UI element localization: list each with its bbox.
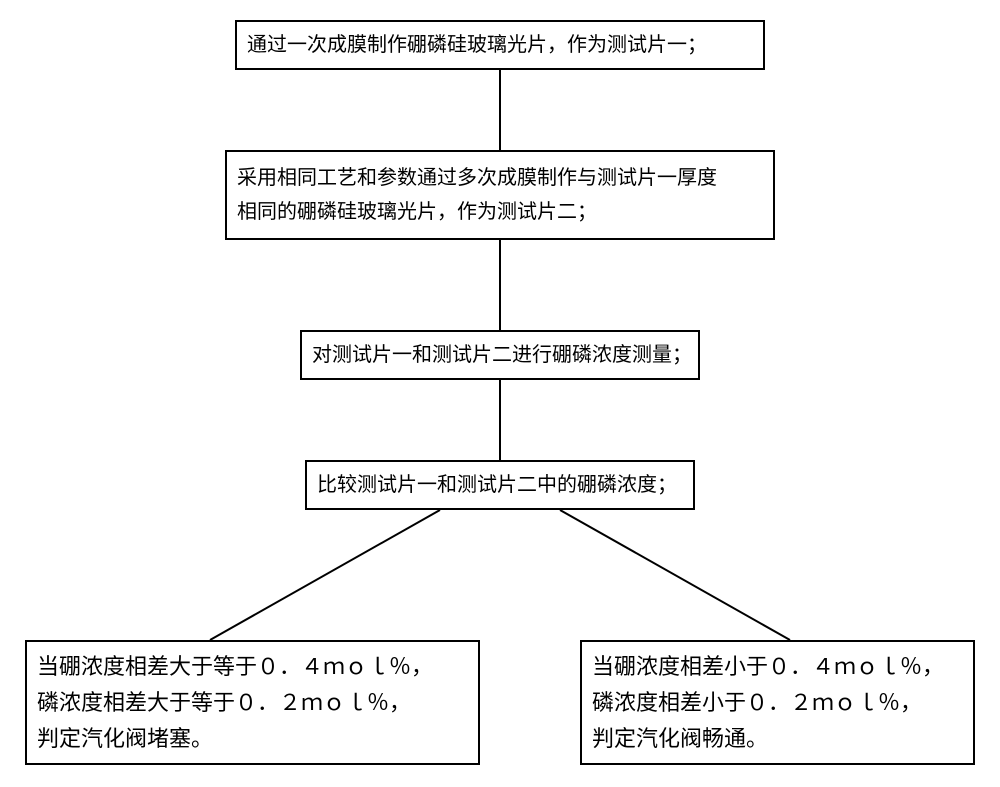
flow-node-step3: 对测试片一和测试片二进行硼磷浓度测量； — [300, 330, 700, 380]
flow-node-resultBlocked-line: 磷浓度相差大于等于０．２ｍｏｌ％， — [37, 685, 468, 721]
flow-node-step4: 比较测试片一和测试片二中的硼磷浓度； — [305, 460, 695, 510]
flow-node-resultClear-line: 判定汽化阀畅通。 — [592, 721, 963, 757]
flow-node-resultBlocked-line: 判定汽化阀堵塞。 — [37, 721, 468, 757]
flow-node-resultBlocked-line: 当硼浓度相差大于等于０．４ｍｏｌ％， — [37, 649, 468, 685]
flow-node-resultClear-line: 磷浓度相差小于０．２ｍｏｌ％， — [592, 685, 963, 721]
connector-line — [210, 510, 440, 640]
flow-node-step3-line: 对测试片一和测试片二进行硼磷浓度测量； — [312, 340, 688, 370]
flow-node-resultClear-line: 当硼浓度相差小于０．４ｍｏｌ％， — [592, 649, 963, 685]
flow-node-step2-line: 采用相同工艺和参数通过多次成膜制作与测试片一厚度 — [237, 161, 763, 195]
flow-node-resultClear: 当硼浓度相差小于０．４ｍｏｌ％，磷浓度相差小于０．２ｍｏｌ％，判定汽化阀畅通。 — [580, 640, 975, 765]
flow-node-step4-line: 比较测试片一和测试片二中的硼磷浓度； — [317, 470, 683, 500]
connector-line — [560, 510, 790, 640]
flow-node-step1-line: 通过一次成膜制作硼磷硅玻璃光片，作为测试片一； — [247, 30, 753, 60]
flow-node-step2-line: 相同的硼磷硅玻璃光片，作为测试片二； — [237, 195, 763, 229]
flow-node-step1: 通过一次成膜制作硼磷硅玻璃光片，作为测试片一； — [235, 20, 765, 70]
flow-node-resultBlocked: 当硼浓度相差大于等于０．４ｍｏｌ％，磷浓度相差大于等于０．２ｍｏｌ％，判定汽化阀… — [25, 640, 480, 765]
flow-node-step2: 采用相同工艺和参数通过多次成膜制作与测试片一厚度相同的硼磷硅玻璃光片，作为测试片… — [225, 150, 775, 240]
